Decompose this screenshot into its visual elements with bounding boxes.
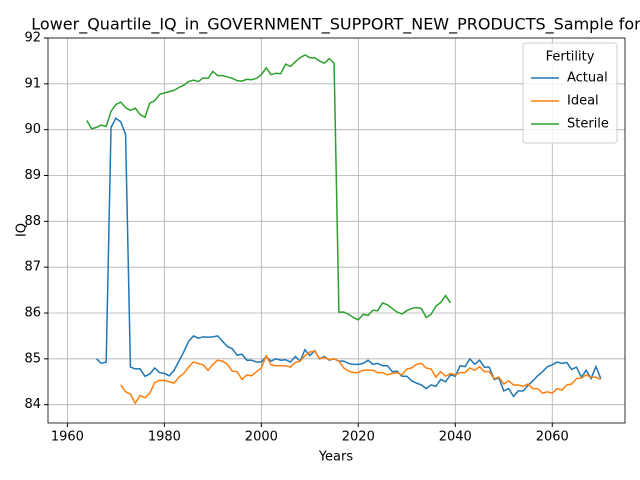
series-line (120, 350, 602, 405)
legend-box (522, 42, 618, 144)
legend-label: Actual (567, 71, 608, 86)
x-tick-label: 1980 (148, 430, 181, 445)
legend-title: Fertility (546, 50, 595, 65)
y-tick-label: 85 (24, 351, 41, 366)
y-tick-label: 89 (24, 168, 41, 183)
x-tick-label: 2020 (342, 430, 375, 445)
chart-title: Lower_Quartile_IQ_in_GOVERNMENT_SUPPORT_… (31, 15, 640, 35)
y-tick-label: 91 (24, 76, 41, 91)
y-tick-label: 87 (24, 260, 41, 275)
x-tick-label: 2060 (536, 430, 569, 445)
y-tick-label: 84 (24, 397, 41, 412)
y-tick-label: 92 (24, 31, 41, 46)
y-axis-label: IQ (15, 223, 30, 237)
y-tick-label: 88 (24, 214, 41, 229)
y-tick-label: 90 (24, 122, 41, 137)
y-tick-label: 86 (24, 306, 41, 321)
x-tick-label: 2000 (245, 430, 278, 445)
x-axis-label: Years (318, 450, 354, 465)
series-line (95, 117, 602, 398)
legend-label: Ideal (567, 94, 599, 109)
plot-frame (47, 37, 626, 424)
series-line (86, 54, 452, 321)
x-tick-label: 2040 (439, 430, 472, 445)
x-tick-label: 1960 (51, 430, 84, 445)
legend-label: Sterile (567, 117, 609, 132)
